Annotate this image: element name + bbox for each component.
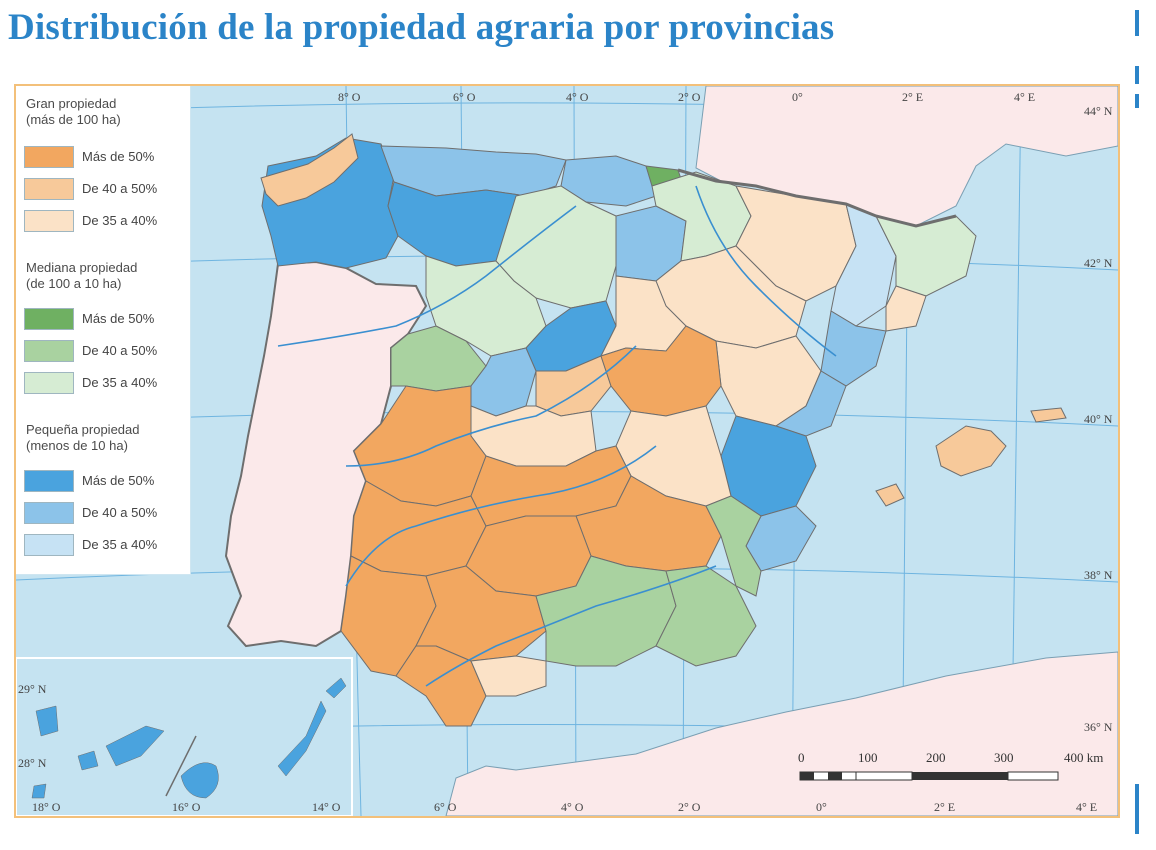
mallorca-island bbox=[935, 425, 1007, 477]
latitude-label: 38° N bbox=[1084, 568, 1113, 582]
legend-group-subtitle: (de 100 a 10 ha) bbox=[26, 276, 122, 291]
inset-longitude-label: 14° O bbox=[312, 800, 341, 814]
canary-inset bbox=[16, 657, 353, 816]
legend-group-title: Pequeña propiedad bbox=[26, 422, 140, 437]
legend-swatch bbox=[24, 178, 74, 200]
legend-swatch bbox=[24, 340, 74, 362]
longitude-label: 4° E bbox=[1014, 90, 1036, 104]
legend-item: De 35 a 40% bbox=[24, 534, 184, 558]
legend-label: De 40 a 50% bbox=[82, 181, 158, 196]
malaga-region bbox=[470, 655, 547, 697]
inset-latitude-label: 28° N bbox=[18, 756, 47, 770]
legend-item: De 40 a 50% bbox=[24, 502, 184, 526]
longitude-label: 2° O bbox=[678, 90, 701, 104]
legend-swatch bbox=[24, 470, 74, 492]
menorca-island bbox=[1030, 407, 1067, 423]
barcelona-region bbox=[885, 285, 927, 332]
legend-label: Más de 50% bbox=[82, 473, 155, 488]
legend-swatch bbox=[24, 308, 74, 330]
scale-bar bbox=[799, 771, 1059, 781]
legend-item: Más de 50% bbox=[24, 146, 184, 170]
legend-group-subtitle: (menos de 10 ha) bbox=[26, 438, 128, 453]
legend-label: De 40 a 50% bbox=[82, 505, 158, 520]
scale-label: 300 bbox=[994, 750, 1014, 765]
legend-item: Más de 50% bbox=[24, 470, 184, 494]
longitude-label: 0° bbox=[792, 90, 803, 104]
legend-swatch bbox=[24, 534, 74, 556]
murcia-region bbox=[705, 495, 762, 597]
legend-item: De 40 a 50% bbox=[24, 340, 184, 364]
pyrenees-border bbox=[677, 168, 957, 228]
galicia-coast-orange bbox=[260, 133, 359, 207]
legend-label: De 35 a 40% bbox=[82, 213, 158, 228]
legend-item: De 40 a 50% bbox=[24, 178, 184, 202]
legend-group-mediana: Mediana propiedad (de 100 a 10 ha) bbox=[26, 260, 137, 292]
scale-label: 0 bbox=[798, 750, 805, 765]
map-canvas bbox=[16, 86, 1118, 816]
legend-swatch bbox=[24, 146, 74, 168]
longitude-label: 2° E bbox=[902, 90, 924, 104]
legend-item: De 35 a 40% bbox=[24, 210, 184, 234]
longitude-label: 8° O bbox=[338, 90, 361, 104]
legend-swatch bbox=[24, 372, 74, 394]
longitude-label: 2° O bbox=[678, 800, 701, 814]
legend-group-gran: Gran propiedad (más de 100 ha) bbox=[26, 96, 121, 128]
longitude-label: 4° O bbox=[561, 800, 584, 814]
legend-swatch bbox=[24, 210, 74, 232]
map-legend: Gran propiedad (más de 100 ha) Más de 50… bbox=[16, 86, 191, 575]
page-edge-marks bbox=[1135, 0, 1141, 850]
map-title: Distribución de la propiedad agraria por… bbox=[8, 7, 835, 48]
map-frame: Gran propiedad (más de 100 ha) Más de 50… bbox=[14, 84, 1120, 818]
legend-item: De 35 a 40% bbox=[24, 372, 184, 396]
longitude-label: 0° bbox=[816, 800, 827, 814]
legend-label: De 35 a 40% bbox=[82, 375, 158, 390]
legend-label: De 40 a 50% bbox=[82, 343, 158, 358]
cadiz-region bbox=[395, 645, 487, 727]
cuenca-region bbox=[600, 325, 722, 417]
scale-label: 200 bbox=[926, 750, 946, 765]
longitude-label: 6° O bbox=[434, 800, 457, 814]
scale-label: 400 km bbox=[1064, 750, 1104, 765]
inset-longitude-label: 16° O bbox=[172, 800, 201, 814]
longitude-label: 4° O bbox=[566, 90, 589, 104]
scale-label: 100 bbox=[858, 750, 878, 765]
africa-land bbox=[445, 651, 1118, 816]
latitude-label: 40° N bbox=[1084, 412, 1113, 426]
legend-swatch bbox=[24, 502, 74, 524]
inset-longitude-label: 18° O bbox=[32, 800, 61, 814]
legend-item: Más de 50% bbox=[24, 308, 184, 332]
latitude-label: 36° N bbox=[1084, 720, 1113, 734]
legend-group-subtitle: (más de 100 ha) bbox=[26, 112, 121, 127]
legend-label: Más de 50% bbox=[82, 149, 155, 164]
latitude-label: 44° N bbox=[1084, 104, 1113, 118]
legend-label: De 35 a 40% bbox=[82, 537, 158, 552]
legend-group-title: Gran propiedad bbox=[26, 96, 117, 111]
inset-latitude-label: 29° N bbox=[18, 682, 47, 696]
longitude-label: 6° O bbox=[453, 90, 476, 104]
rivers bbox=[277, 185, 837, 687]
almeria-region bbox=[655, 565, 757, 667]
legend-group-pequena: Pequeña propiedad (menos de 10 ha) bbox=[26, 422, 140, 454]
longitude-label: 4° E bbox=[1076, 800, 1098, 814]
legend-group-title: Mediana propiedad bbox=[26, 260, 138, 275]
latitude-label: 42° N bbox=[1084, 256, 1113, 270]
longitude-label: 2° E bbox=[934, 800, 956, 814]
ibiza-island bbox=[875, 483, 905, 507]
legend-label: Más de 50% bbox=[82, 311, 155, 326]
